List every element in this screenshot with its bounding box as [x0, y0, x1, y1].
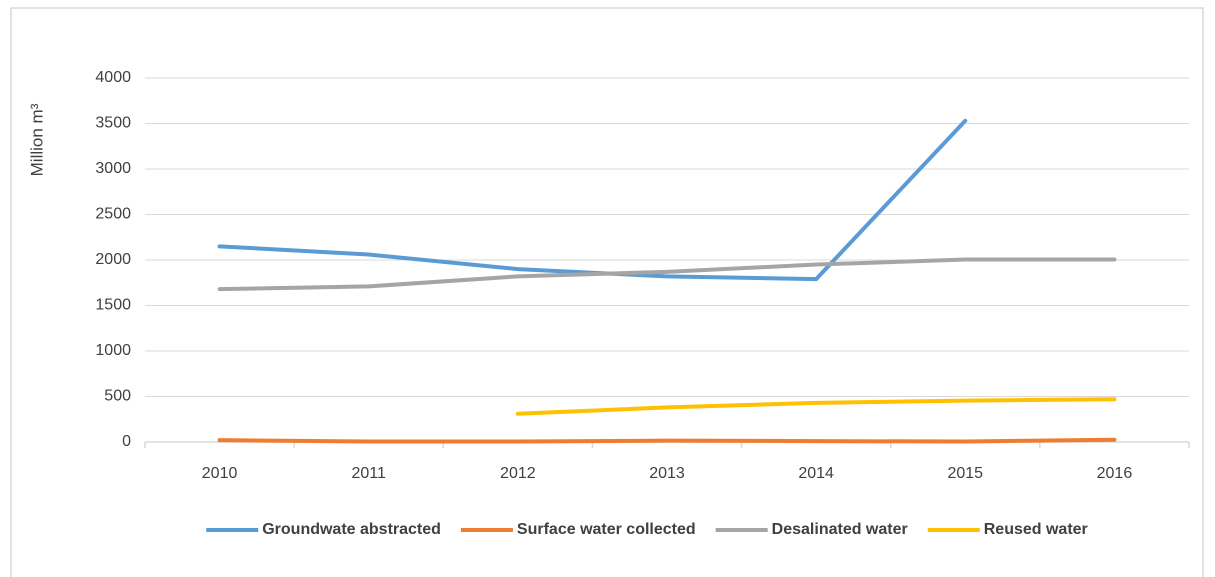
x-tick-label: 2011	[352, 465, 387, 482]
y-tick-label: 1000	[95, 342, 131, 359]
legend-label: Surface water collected	[517, 521, 696, 538]
x-tick-label: 2016	[1097, 465, 1133, 482]
y-tick-label: 2500	[95, 206, 131, 223]
x-tick-label: 2010	[202, 465, 238, 482]
x-tick-label: 2015	[947, 465, 983, 482]
chart-border	[10, 7, 1204, 577]
y-tick-label: 3500	[95, 115, 131, 132]
series-line	[515, 397, 1117, 416]
series-line	[217, 437, 1117, 444]
legend-label: Groundwate abstracted	[262, 521, 441, 538]
x-tick-label: 2014	[798, 465, 834, 482]
y-tick-label: 3000	[95, 160, 131, 177]
x-tick-label: 2013	[649, 465, 685, 482]
y-axis-label: Million m³	[27, 103, 46, 176]
series-line	[217, 118, 968, 282]
legend-label: Reused water	[984, 521, 1088, 538]
y-tick-label: 4000	[95, 69, 131, 86]
x-tick-label: 2012	[500, 465, 536, 482]
series-line	[217, 257, 1117, 292]
y-tick-label: 2000	[95, 251, 131, 268]
y-tick-label: 1500	[95, 297, 131, 314]
y-tick-label: 500	[104, 388, 131, 405]
legend-label: Desalinated water	[772, 521, 908, 538]
y-tick-label: 0	[122, 433, 131, 450]
